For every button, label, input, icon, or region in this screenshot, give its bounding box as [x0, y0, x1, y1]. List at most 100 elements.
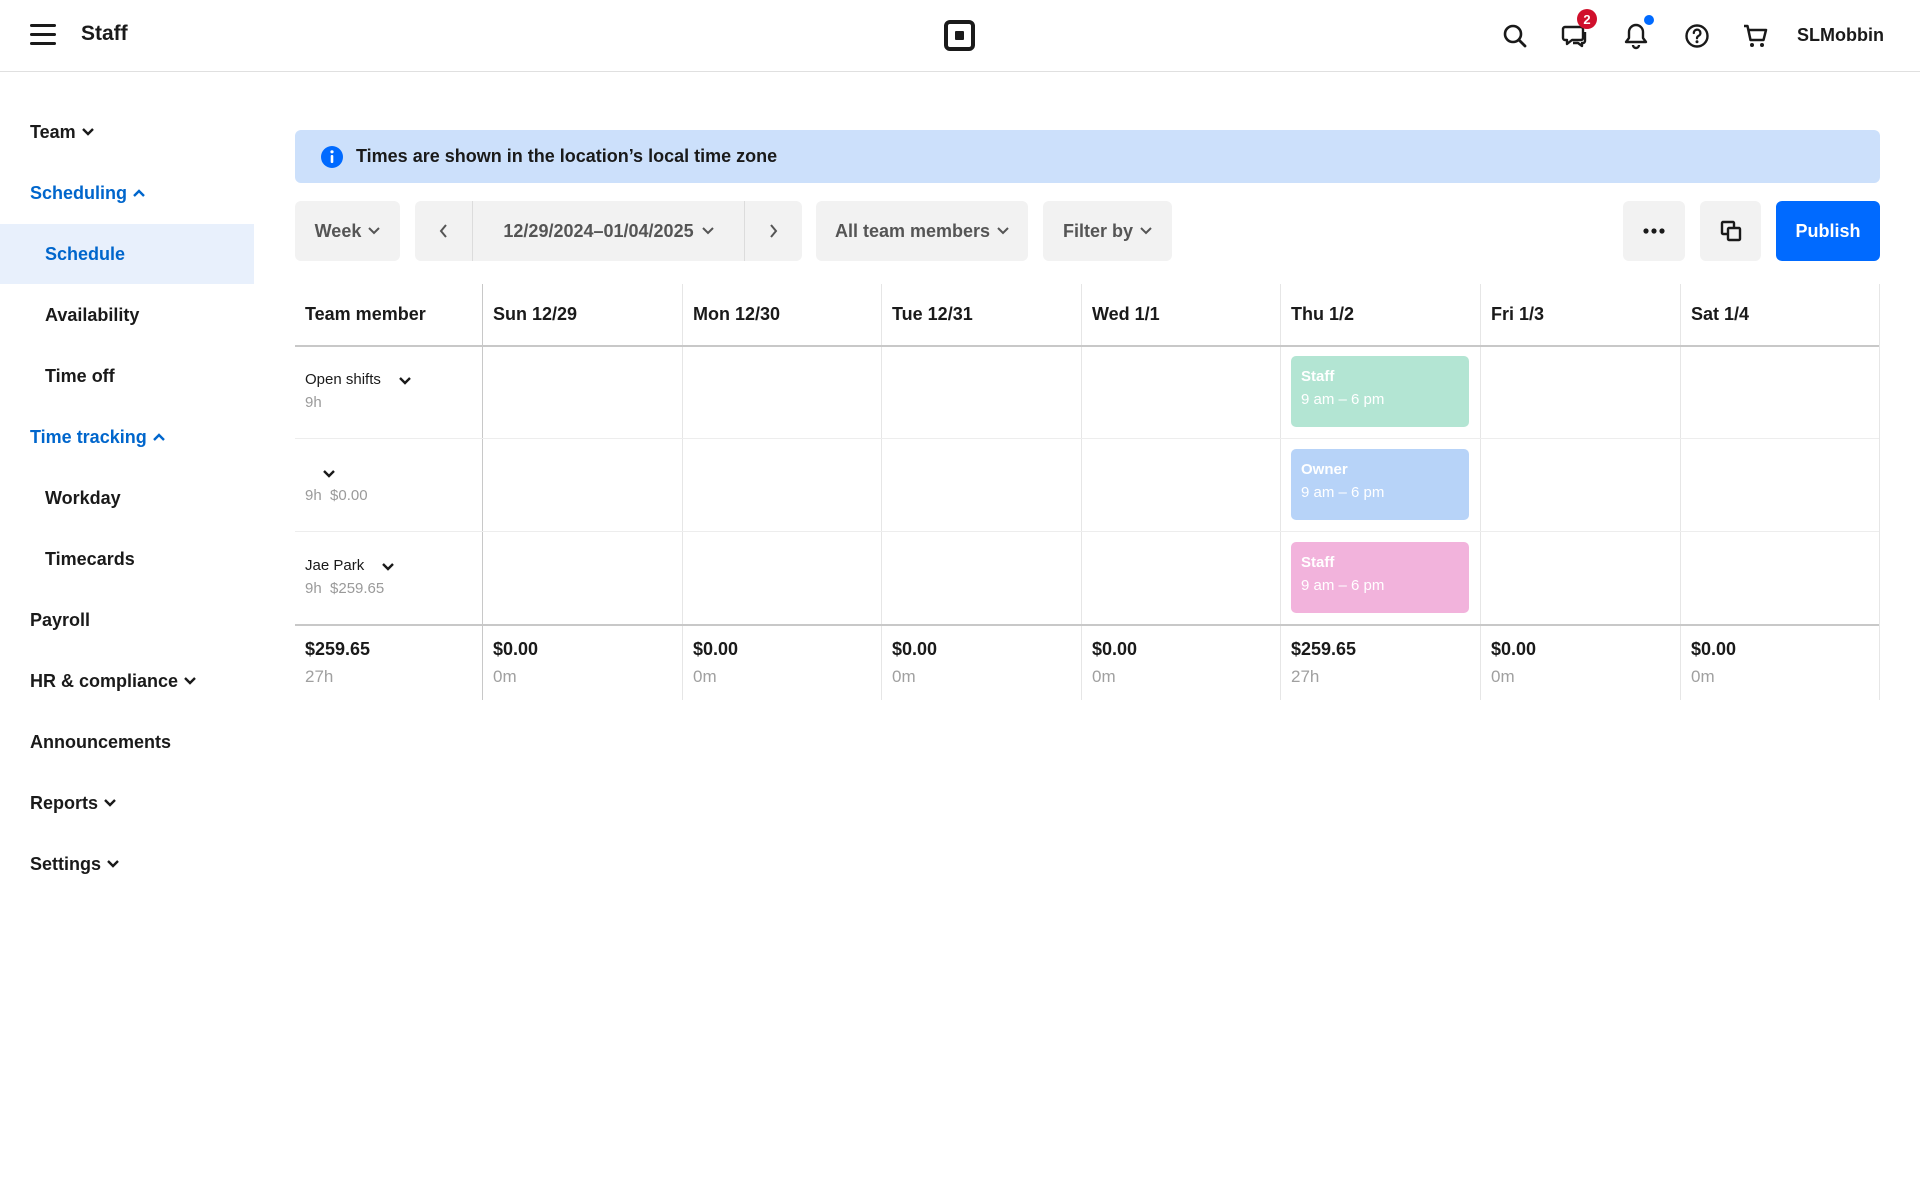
copy-schedule-button[interactable] — [1700, 201, 1761, 261]
expand-row-button[interactable] — [323, 465, 335, 482]
team-member-name: Jae Park — [305, 557, 365, 574]
sidebar-item-announcements[interactable]: Announcements — [0, 712, 254, 772]
shift-role: Staff — [1301, 554, 1335, 571]
chevron-down-icon — [382, 562, 395, 571]
sidebar-item-team[interactable]: Team — [0, 102, 254, 162]
sidebar-item-availability[interactable]: Availability — [0, 285, 254, 345]
chevron-down-icon — [323, 469, 335, 478]
team-member-column-header: Team member — [305, 304, 426, 324]
team-member-summary: 9h $0.00 — [305, 487, 368, 504]
sidebar-item-label: Time tracking — [30, 426, 147, 447]
copy-icon — [1720, 220, 1741, 242]
day-column-header[interactable]: Tue 12/31 — [892, 304, 973, 324]
sidebar-item-settings[interactable]: Settings — [0, 834, 254, 894]
sidebar-item-time-off[interactable]: Time off — [0, 346, 254, 406]
total-cost: $0.00 — [693, 639, 739, 659]
chevron-down-icon — [1140, 227, 1152, 235]
previous-week-button[interactable] — [415, 201, 472, 261]
chevron-down-icon — [107, 860, 119, 868]
sidebar-item-label: Workday — [45, 487, 121, 508]
sidebar-item-label: Team — [30, 121, 76, 142]
shift-time: 9 am – 6 pm — [1301, 391, 1385, 408]
day-column-header[interactable]: Wed 1/1 — [1092, 304, 1160, 324]
sidebar-item-reports[interactable]: Reports — [0, 773, 254, 833]
shift-role: Staff — [1301, 368, 1335, 385]
team-member-summary: 9h — [305, 394, 322, 411]
publish-button[interactable]: Publish — [1776, 201, 1880, 261]
messages-icon[interactable]: 2 — [1559, 9, 1597, 52]
banner-text: Times are shown in the location’s local … — [356, 146, 778, 166]
expand-row-button[interactable] — [399, 372, 411, 389]
chevron-up-icon — [152, 433, 165, 441]
sidebar-item-timecards[interactable]: Timecards — [0, 529, 254, 589]
bell-icon[interactable] — [1620, 15, 1654, 52]
total-cost: $259.65 — [1291, 639, 1357, 659]
sidebar-item-label: Timecards — [45, 548, 135, 569]
column-divider — [482, 284, 483, 700]
filter-by-button[interactable]: Filter by — [1043, 201, 1172, 261]
chevron-down-icon — [368, 227, 381, 235]
team-members-filter[interactable]: All team members — [816, 201, 1028, 261]
total-hours: 0m — [1491, 667, 1515, 686]
sidebar-item-payroll[interactable]: Payroll — [0, 590, 254, 650]
day-column-header[interactable]: Sat 1/4 — [1691, 304, 1750, 324]
team-member-row-header: Jae Park — [305, 557, 395, 575]
row-divider — [295, 531, 1879, 532]
total-cost: $0.00 — [892, 639, 938, 659]
help-icon[interactable] — [1681, 20, 1713, 52]
total-hours: 27h — [305, 667, 334, 686]
date-range-picker: 12/29/2024–01/04/2025 — [415, 201, 802, 261]
day-column-header[interactable]: Thu 1/2 — [1291, 304, 1355, 324]
sidebar-item-label: Time off — [45, 365, 115, 386]
next-week-button[interactable] — [745, 201, 802, 261]
sidebar-item-schedule[interactable]: Schedule — [0, 224, 254, 284]
shift-card[interactable]: Staff 9 am – 6 pm — [1291, 542, 1469, 613]
total-hours: 0m — [892, 667, 916, 686]
shift-card[interactable]: Staff 9 am – 6 pm — [1291, 356, 1469, 427]
square-logo-icon[interactable] — [944, 20, 975, 51]
day-column-header[interactable]: Fri 1/3 — [1491, 304, 1545, 324]
team-member-row-header: Open shifts — [305, 371, 411, 389]
sidebar-item-scheduling[interactable]: Scheduling — [0, 163, 254, 223]
expand-row-button[interactable] — [382, 558, 395, 575]
column-divider — [682, 284, 683, 700]
total-hours: 0m — [693, 667, 717, 686]
day-column-header[interactable]: Mon 12/30 — [693, 304, 781, 324]
search-icon[interactable] — [1499, 20, 1531, 52]
account-name[interactable]: SLMobbin — [1797, 25, 1884, 45]
day-column-header[interactable]: Sun 12/29 — [493, 304, 578, 324]
team-member-summary: 9h $259.65 — [305, 580, 385, 597]
messages-badge: 2 — [1577, 9, 1597, 29]
team-member-name: Open shifts — [305, 371, 381, 388]
total-cost: $0.00 — [1092, 639, 1138, 659]
more-options-button[interactable] — [1623, 201, 1685, 261]
sidebar-item-label: Schedule — [45, 243, 126, 264]
sidebar-item-label: Settings — [30, 853, 102, 874]
total-cost: $259.65 — [305, 639, 371, 659]
sidebar-item-workday[interactable]: Workday — [0, 468, 254, 528]
menu-icon[interactable] — [30, 24, 56, 46]
notification-dot — [1644, 15, 1654, 25]
sidebar-item-time-tracking[interactable]: Time tracking — [0, 407, 254, 467]
row-divider — [295, 438, 1879, 439]
column-divider — [1680, 284, 1681, 700]
total-hours: 0m — [1092, 667, 1116, 686]
column-divider — [1081, 284, 1082, 700]
header-divider — [295, 345, 1879, 347]
totals-divider — [295, 624, 1879, 626]
sidebar-item-label: Payroll — [30, 609, 91, 630]
view-select[interactable]: Week — [295, 201, 400, 261]
chevron-right-icon — [770, 224, 778, 238]
total-hours: 27h — [1291, 667, 1320, 686]
info-icon — [321, 145, 343, 168]
more-horizontal-icon — [1643, 228, 1665, 234]
app-title: Staff — [81, 22, 128, 45]
date-range-select[interactable]: 12/29/2024–01/04/2025 — [472, 201, 745, 261]
cart-icon[interactable] — [1739, 20, 1771, 52]
total-hours: 0m — [493, 667, 517, 686]
chevron-down-icon — [184, 677, 196, 685]
team-member-row-header — [305, 464, 335, 482]
sidebar-item-hr-compliance[interactable]: HR & compliance — [0, 651, 254, 711]
shift-card[interactable]: Owner 9 am – 6 pm — [1291, 449, 1469, 520]
sidebar-item-label: Reports — [30, 792, 99, 813]
